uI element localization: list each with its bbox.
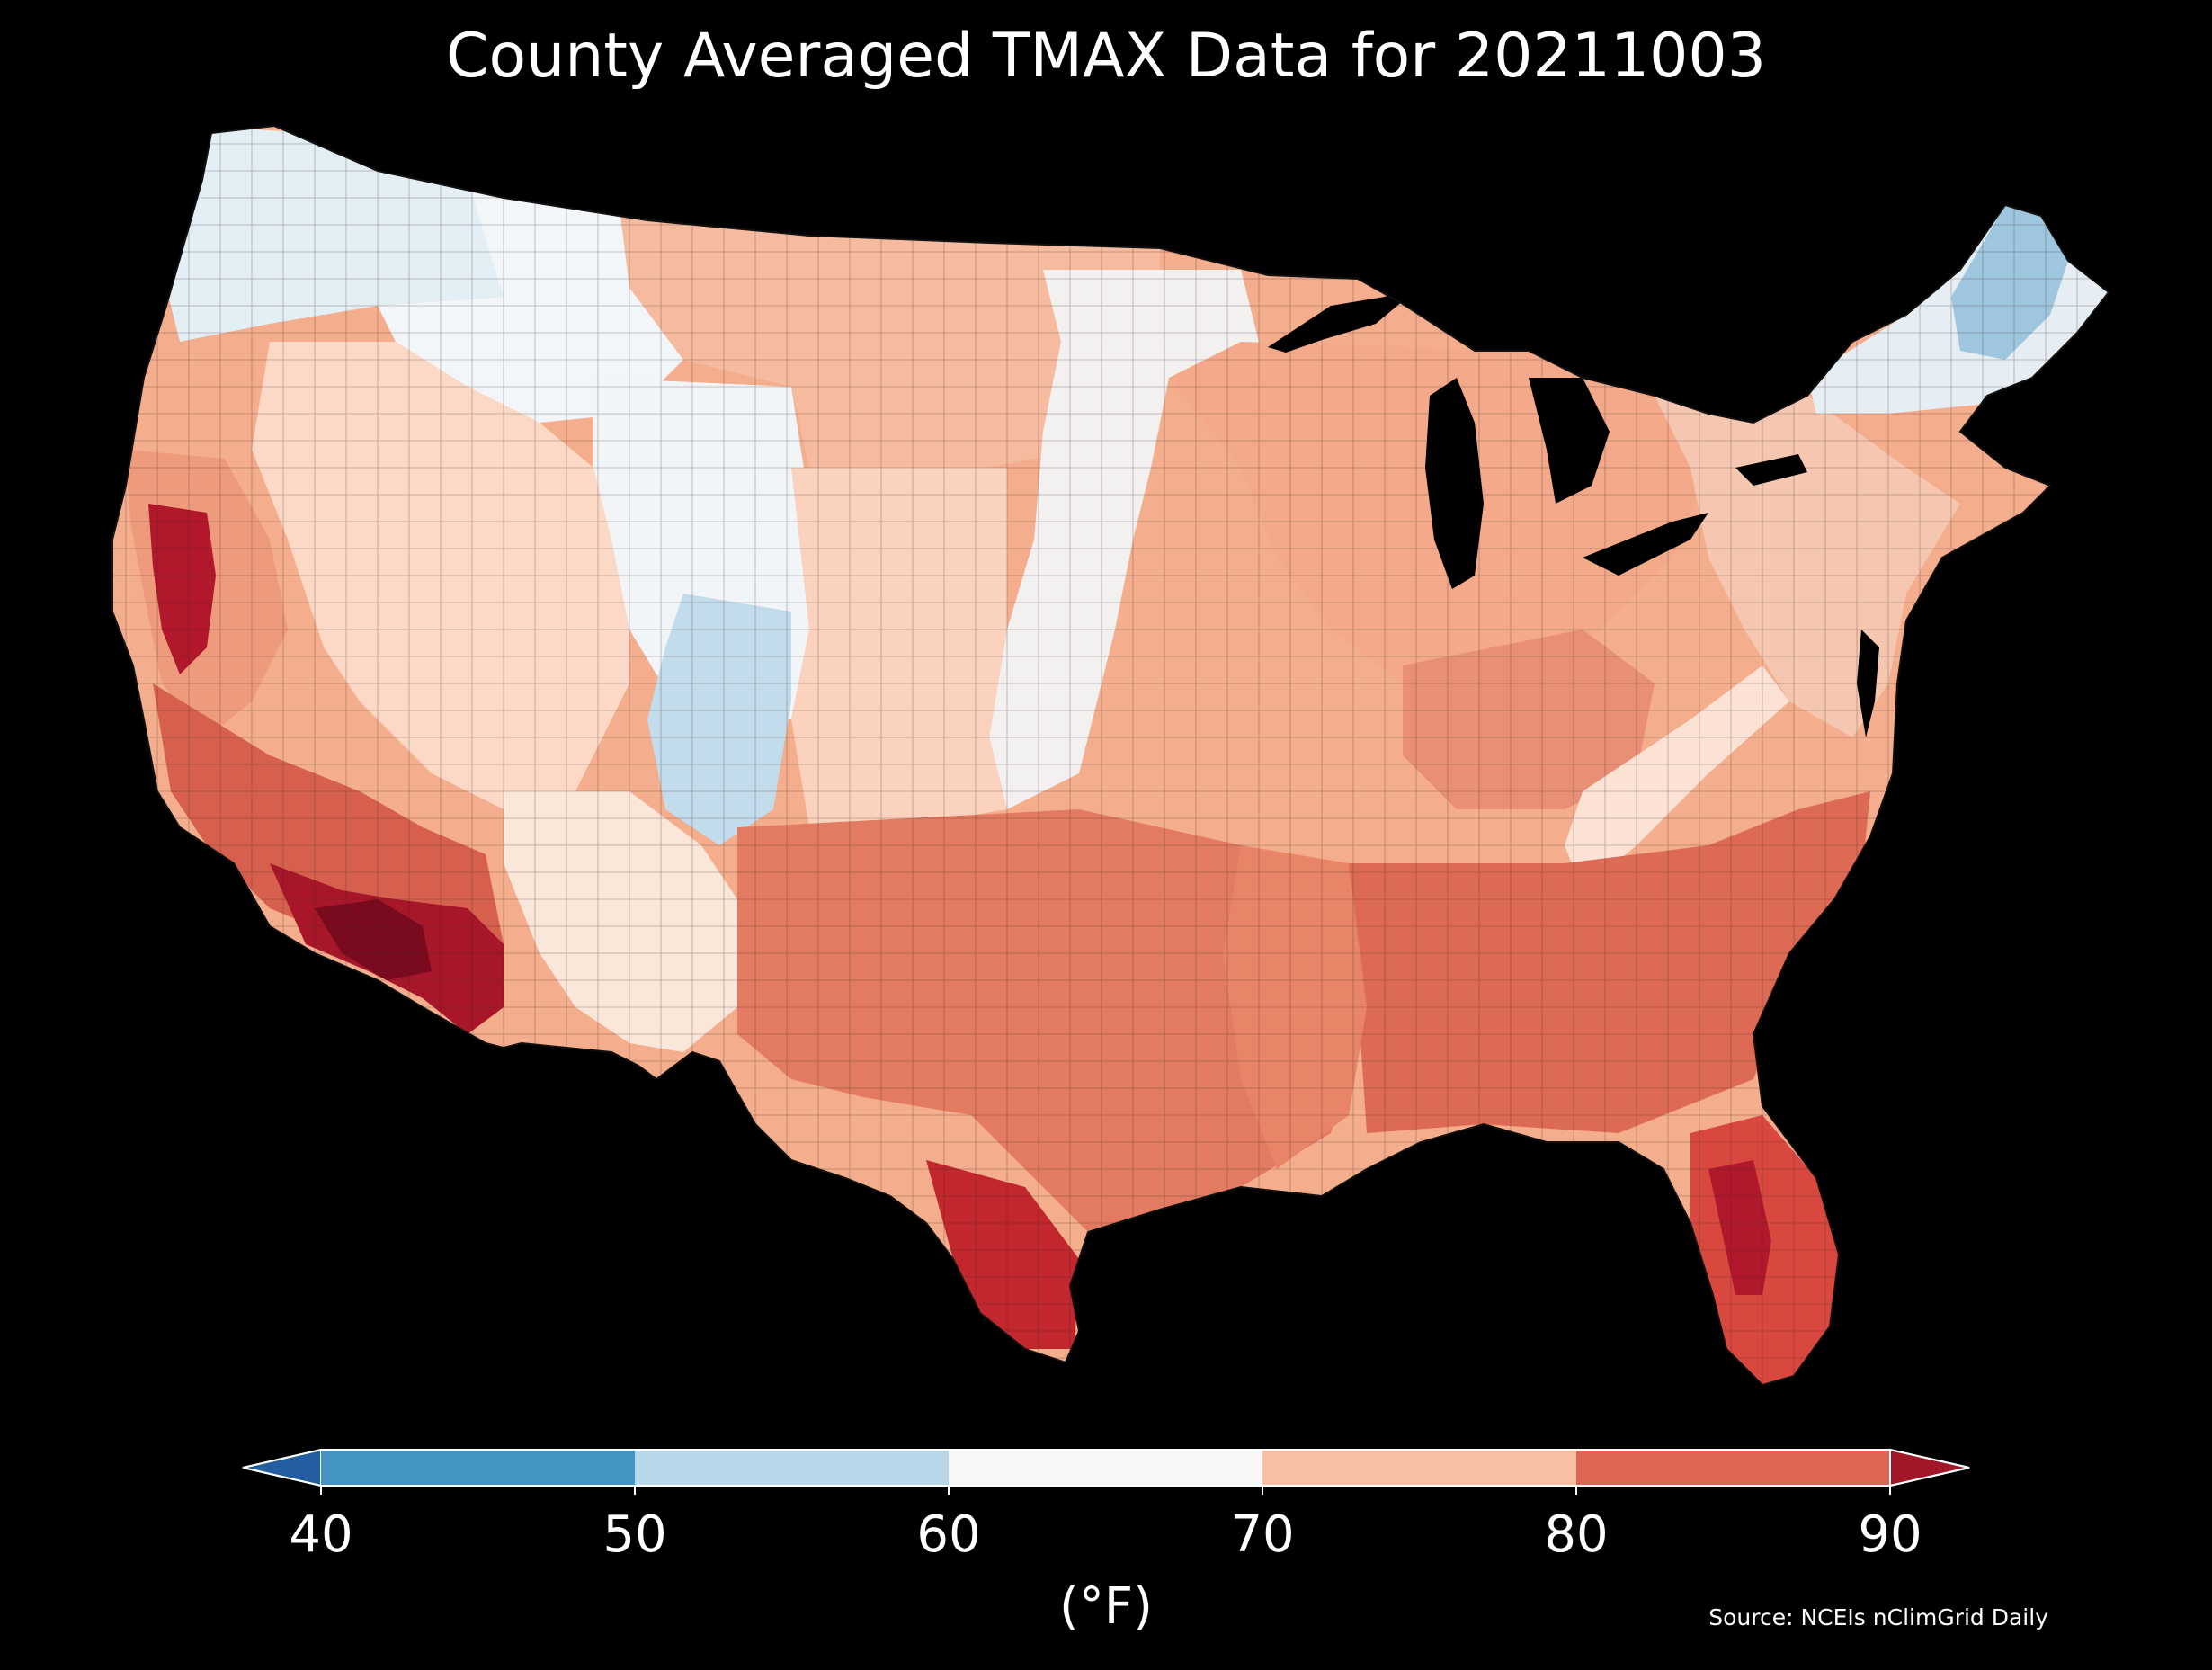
region-florida-core bbox=[1708, 1160, 1771, 1295]
chesapeake-bay bbox=[1857, 630, 1879, 737]
region-central-plains bbox=[791, 468, 1007, 827]
great-lakes bbox=[1268, 286, 1879, 737]
region-south-texas bbox=[926, 1160, 1079, 1349]
region-pacific-northwest-coast bbox=[162, 126, 575, 342]
lake-erie bbox=[1583, 513, 1708, 576]
region-new-mexico bbox=[504, 791, 737, 1052]
map-title: County Averaged TMAX Data for 20211003 bbox=[446, 21, 1766, 92]
region-central-valley-california bbox=[148, 504, 216, 674]
region-colorado-rockies bbox=[647, 594, 791, 845]
region-desert-southwest-core bbox=[315, 899, 432, 980]
region-northern-plains bbox=[620, 216, 1160, 468]
region-appalachians bbox=[1565, 665, 1789, 890]
region-texas bbox=[737, 809, 1367, 1232]
region-great-basin bbox=[252, 342, 629, 809]
us-outline bbox=[111, 124, 2110, 1387]
lake-ontario bbox=[1735, 454, 1807, 486]
region-mississippi-valley bbox=[1223, 845, 1367, 1169]
source-credit: Source: NCEIs nClimGrid Daily bbox=[1708, 1604, 2048, 1630]
region-northern-maine bbox=[1951, 205, 2068, 360]
region-mid-atlantic bbox=[1655, 396, 1960, 737]
lake-michigan bbox=[1425, 378, 1484, 589]
region-northern-rockies bbox=[378, 180, 683, 423]
lake-huron bbox=[1529, 378, 1610, 504]
lake-superior bbox=[1268, 286, 1421, 353]
region-ohio-valley-warm bbox=[1403, 630, 1655, 809]
region-southeast bbox=[1349, 791, 1870, 1133]
region-minnesota-iowa bbox=[989, 270, 1259, 809]
